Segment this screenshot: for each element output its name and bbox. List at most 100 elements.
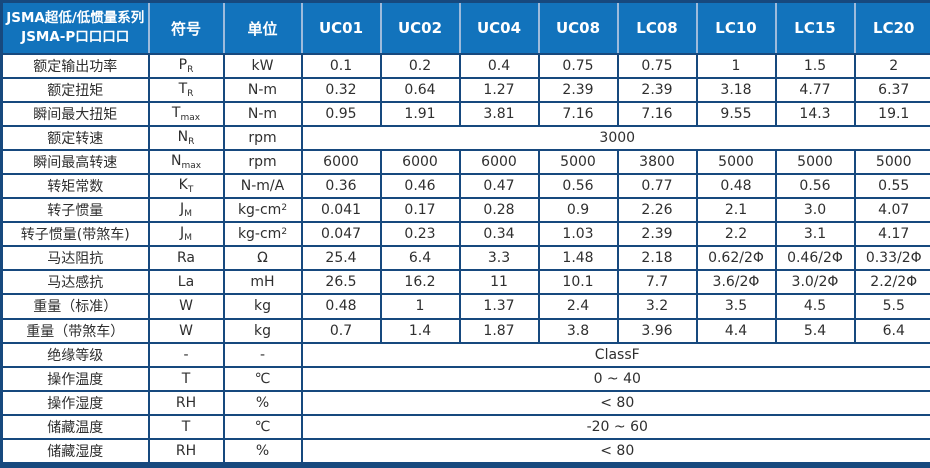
spec-table-header: JSMA超低/低惯量系列 JSMA-P口口口口 符号 单位 UC01 UC02 … bbox=[1, 1, 930, 55]
model-column-header-lc10: LC10 bbox=[695, 1, 777, 55]
symbol-text: Ra bbox=[177, 250, 195, 267]
value-cell: 0.047 bbox=[300, 221, 382, 248]
row-symbol: La bbox=[147, 269, 225, 296]
row-unit: Ω bbox=[222, 245, 303, 272]
unit-text: % bbox=[255, 394, 270, 411]
merged-value-cell: 0 ~ 40 bbox=[300, 365, 930, 392]
value-cell: 1 bbox=[379, 293, 461, 320]
table-row: 瞬间最高转速 Nmax rpm 6000 6000 6000 5000 3800 5000 500… bbox=[0, 149, 930, 176]
row-symbol: Nmax bbox=[147, 149, 225, 176]
unit-text: N-m bbox=[247, 106, 278, 123]
row-symbol: TR bbox=[147, 77, 225, 104]
row-symbol: RH bbox=[147, 389, 225, 416]
value-cell: 2.39 bbox=[616, 221, 698, 248]
series-title-cell: JSMA超低/低惯量系列 JSMA-P口口口口 bbox=[1, 1, 150, 55]
merged-value-cell: < 80 bbox=[300, 389, 930, 416]
table-row: 瞬间最大扭矩 Tmax N-m 0.95 1.91 3.81 7.16 7.16 9.55 14.… bbox=[0, 101, 930, 128]
symbol-text: T bbox=[181, 418, 191, 435]
symbol-text: K bbox=[178, 177, 188, 194]
unit-text: - bbox=[259, 346, 266, 363]
unit-text: rpm bbox=[248, 154, 277, 171]
value-cell: 0.75 bbox=[537, 52, 619, 80]
row-label: 瞬间最大扭矩 bbox=[0, 101, 150, 128]
unit-text: kg-cm bbox=[237, 226, 282, 243]
row-unit: rpm bbox=[222, 125, 303, 152]
row-label: 额定输出功率 bbox=[0, 52, 150, 80]
unit-text: mH bbox=[250, 274, 275, 291]
value-cell: 2.39 bbox=[537, 77, 619, 104]
value-cell: 3.6/2Φ bbox=[695, 269, 777, 296]
row-unit: % bbox=[222, 389, 303, 416]
series-title-line2: JSMA-P口口口口 bbox=[21, 29, 130, 45]
row-label: 马达阻抗 bbox=[0, 245, 150, 272]
row-label: 转子惯量(带煞车) bbox=[0, 221, 150, 248]
model-column-header-lc08: LC08 bbox=[616, 1, 698, 55]
symbol-subscript: R bbox=[187, 65, 194, 76]
table-row: 马达阻抗 Ra Ω 25.4 6.4 3.3 1.48 2.18 0.62/2Φ 0.46/2Φ 0… bbox=[0, 245, 930, 272]
value-cell: 3800 bbox=[616, 149, 698, 176]
row-unit: mH bbox=[222, 269, 303, 296]
unit-text: ℃ bbox=[254, 370, 271, 387]
row-symbol: JM bbox=[147, 197, 225, 224]
unit-superscript: 2 bbox=[281, 203, 288, 214]
value-cell: 0.46 bbox=[379, 173, 461, 200]
value-cell: 0.17 bbox=[379, 197, 461, 224]
row-symbol: JM bbox=[147, 221, 225, 248]
row-unit: N-m bbox=[222, 77, 303, 104]
series-title-line1: JSMA超低/低惯量系列 bbox=[6, 10, 145, 27]
row-label: 操作湿度 bbox=[0, 389, 150, 416]
symbol-text: W bbox=[179, 322, 193, 339]
value-cell: 2.4 bbox=[537, 293, 619, 320]
value-cell: 5000 bbox=[774, 149, 856, 176]
row-unit: kW bbox=[222, 52, 303, 80]
symbol-text: J bbox=[180, 201, 185, 218]
value-cell: 19.1 bbox=[853, 101, 930, 128]
value-cell: 3.5 bbox=[695, 293, 777, 320]
value-cell: 2.2 bbox=[695, 221, 777, 248]
value-cell: 0.4 bbox=[458, 52, 540, 80]
value-cell: 9.55 bbox=[695, 101, 777, 128]
unit-text: rpm bbox=[248, 130, 277, 147]
row-label: 重量（标准） bbox=[0, 293, 150, 320]
row-symbol: - bbox=[147, 341, 225, 368]
table-row: 储藏湿度 RH% < 80 bbox=[0, 437, 930, 467]
value-cell: 16.2 bbox=[379, 269, 461, 296]
value-cell: 3.1 bbox=[774, 221, 856, 248]
row-symbol: Tmax bbox=[147, 101, 225, 128]
value-cell: 6000 bbox=[379, 149, 461, 176]
table-row: 操作湿度 RH% < 80 bbox=[0, 389, 930, 416]
symbol-text: N bbox=[177, 129, 189, 146]
value-cell: 0.77 bbox=[616, 173, 698, 200]
value-cell: 6.4 bbox=[379, 245, 461, 272]
row-label: 绝缘等级 bbox=[0, 341, 150, 368]
value-cell: 7.16 bbox=[616, 101, 698, 128]
row-unit: N-m bbox=[222, 101, 303, 128]
symbol-subscript: M bbox=[184, 209, 192, 220]
merged-value-cell: < 80 bbox=[300, 437, 930, 467]
row-symbol: RH bbox=[147, 437, 225, 467]
value-cell: 1.87 bbox=[458, 317, 540, 344]
value-cell: 1.4 bbox=[379, 317, 461, 344]
unit-column-header: 单位 bbox=[222, 1, 303, 55]
row-symbol: W bbox=[147, 317, 225, 344]
row-symbol: T bbox=[147, 365, 225, 392]
value-cell: 4.77 bbox=[774, 77, 856, 104]
symbol-text: P bbox=[178, 57, 188, 74]
value-cell: 2.1 bbox=[695, 197, 777, 224]
row-label: 储藏湿度 bbox=[0, 437, 150, 467]
row-unit: kg-cm2 bbox=[222, 197, 303, 224]
value-cell: 2.18 bbox=[616, 245, 698, 272]
unit-text: Ω bbox=[257, 250, 268, 267]
unit-text: N-m/A bbox=[240, 178, 285, 195]
value-cell: 0.33/2Φ bbox=[853, 245, 930, 272]
model-column-header-uc02: UC02 bbox=[379, 1, 461, 55]
row-unit: rpm bbox=[222, 149, 303, 176]
symbol-text: La bbox=[177, 274, 195, 291]
value-cell: 0.56 bbox=[774, 173, 856, 200]
value-cell: 3.2 bbox=[616, 293, 698, 320]
value-cell: 0.28 bbox=[458, 197, 540, 224]
value-cell: 6000 bbox=[458, 149, 540, 176]
value-cell: 6.37 bbox=[853, 77, 930, 104]
